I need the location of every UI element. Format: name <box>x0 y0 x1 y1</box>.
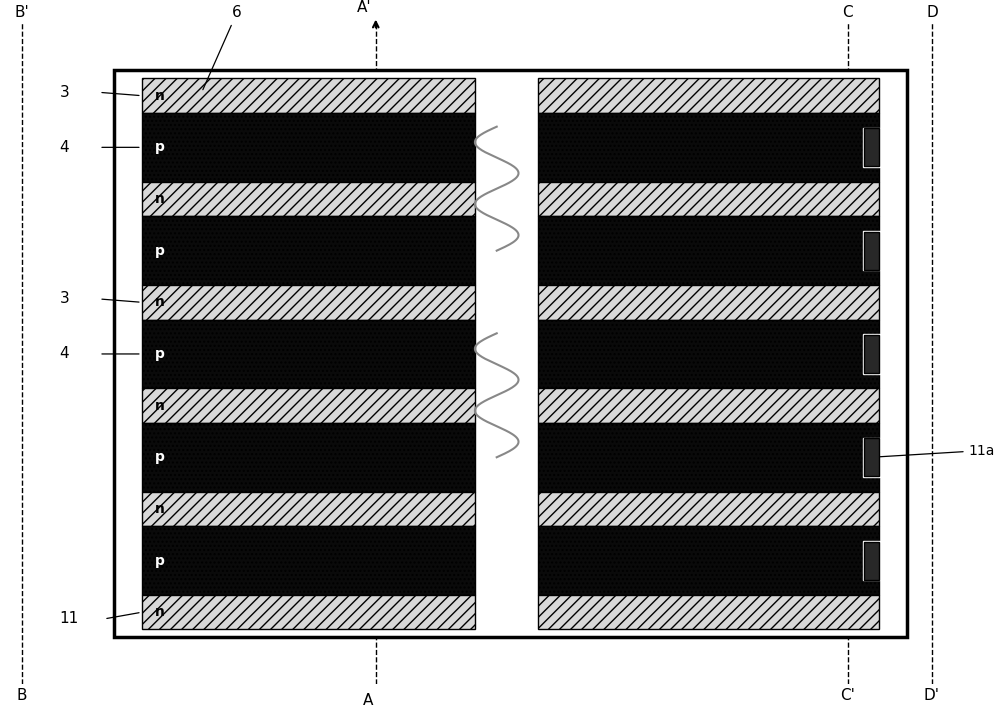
Bar <box>864 335 879 373</box>
Text: n: n <box>155 192 165 206</box>
Bar <box>538 526 879 595</box>
Text: 3: 3 <box>59 85 69 100</box>
Bar <box>864 232 879 270</box>
Text: p: p <box>155 347 165 361</box>
Bar <box>538 423 879 491</box>
Text: 3: 3 <box>59 292 69 306</box>
Text: 4: 4 <box>59 140 69 155</box>
Text: p: p <box>155 244 165 258</box>
Text: B: B <box>17 688 27 703</box>
Text: 11: 11 <box>59 611 79 626</box>
Bar <box>142 388 475 423</box>
Bar <box>864 542 879 580</box>
Bar <box>538 491 879 526</box>
Text: p: p <box>155 140 165 155</box>
Bar <box>142 423 475 491</box>
Bar <box>538 78 879 113</box>
Bar <box>538 285 879 320</box>
Bar <box>538 181 879 216</box>
Text: C': C' <box>840 688 855 703</box>
Bar <box>863 335 880 373</box>
Bar <box>142 216 475 285</box>
Text: C: C <box>842 5 853 20</box>
Text: A': A' <box>357 1 371 16</box>
Text: n: n <box>155 399 165 412</box>
Bar <box>142 285 475 320</box>
Bar <box>142 526 475 595</box>
Bar <box>114 71 907 638</box>
Bar <box>538 320 879 388</box>
Bar <box>863 438 880 477</box>
Bar <box>142 491 475 526</box>
Text: B': B' <box>14 5 29 20</box>
Text: D: D <box>926 5 938 20</box>
Bar <box>142 181 475 216</box>
Text: D': D' <box>924 688 940 703</box>
Bar <box>864 438 879 477</box>
Text: n: n <box>155 295 165 309</box>
Bar <box>142 595 475 630</box>
Bar <box>538 595 879 630</box>
Text: n: n <box>155 502 165 516</box>
Bar <box>538 388 879 423</box>
Text: A: A <box>363 693 373 706</box>
Text: 4: 4 <box>59 347 69 361</box>
Bar <box>863 541 880 580</box>
Bar <box>142 78 475 113</box>
Bar <box>863 231 880 270</box>
Text: p: p <box>155 450 165 465</box>
Bar <box>864 128 879 167</box>
Bar <box>142 113 475 181</box>
Bar <box>538 216 879 285</box>
Text: n: n <box>155 89 165 102</box>
Bar <box>538 113 879 181</box>
Bar <box>142 320 475 388</box>
Bar <box>863 128 880 167</box>
Text: 6: 6 <box>203 5 242 90</box>
Text: n: n <box>155 605 165 619</box>
Text: 11a: 11a <box>874 443 995 457</box>
Text: p: p <box>155 554 165 568</box>
